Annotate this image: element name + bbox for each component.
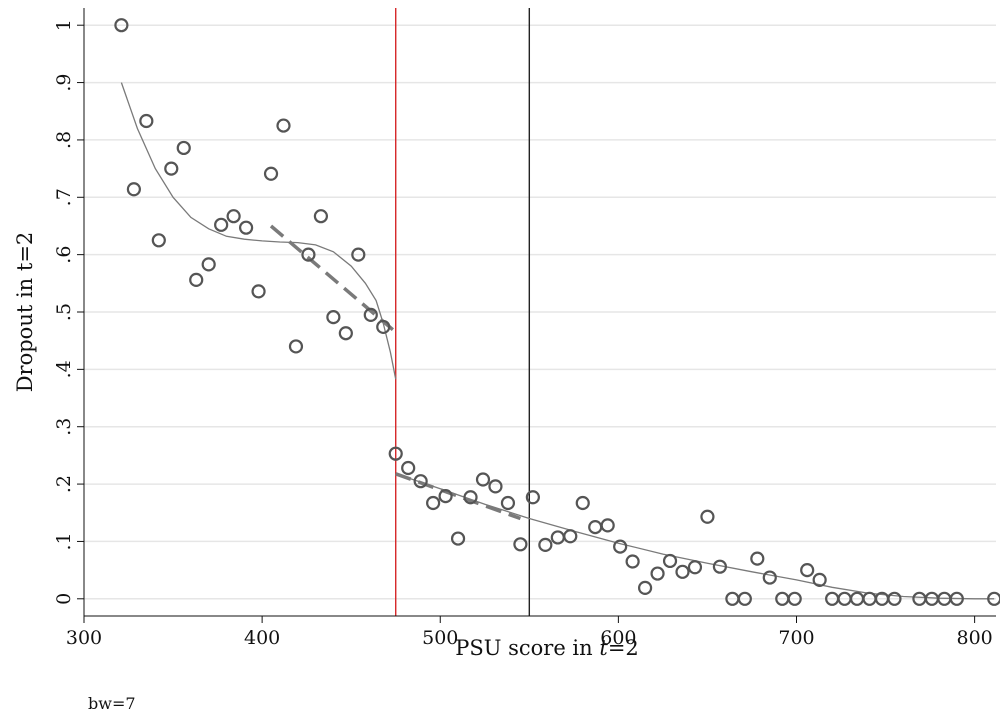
x-tick-label: 800 [956, 627, 992, 649]
scatter-point [987, 591, 1000, 606]
scatter-point [675, 564, 690, 579]
scatter-point [263, 166, 279, 181]
bandwidth-note: bw=7 [88, 694, 136, 713]
scatter-point [201, 257, 216, 272]
scatter-point [376, 319, 391, 335]
scatter-point [238, 220, 254, 235]
scatter-point [525, 490, 540, 505]
scatter-points [114, 18, 1000, 606]
linear-fit-line [395, 472, 521, 521]
axes: 0 .1 .2 .3 .4 .5 .6 .7 .8 .9 1 300 400 500 600 700 800 [53, 8, 996, 649]
x-tick-label: 300 [66, 627, 102, 649]
scatter-point [313, 209, 329, 224]
scatter-point [139, 113, 154, 129]
scatter-point [475, 472, 491, 487]
y-tick-label: .2 [53, 475, 75, 493]
y-tick-label: .3 [53, 418, 75, 436]
scatter-point [750, 551, 765, 566]
scatter-point [613, 539, 628, 554]
y-tick-label: .5 [53, 303, 75, 321]
scatter-point [463, 490, 478, 505]
fit-lines [120, 82, 995, 600]
scatter-point [625, 554, 640, 569]
scatter-point [588, 519, 603, 535]
x-tick-label: 700 [778, 627, 814, 649]
y-tick-label: .7 [53, 188, 75, 206]
scatter-point [600, 518, 615, 533]
y-tick-label: .6 [53, 246, 75, 264]
grid-lines [84, 24, 996, 600]
scatter-point [637, 580, 653, 595]
scatter-point [413, 474, 428, 489]
scatter-point [700, 509, 715, 524]
scatter-point [513, 537, 528, 552]
scatter-point [662, 553, 678, 569]
scatter-point [164, 161, 179, 176]
x-tick-label: 400 [244, 627, 280, 649]
scatter-point [151, 233, 166, 248]
y-tick-label: 0 [53, 593, 75, 605]
scatter-point [650, 566, 665, 581]
y-tick-label: .4 [53, 360, 75, 378]
y-tick-label: .8 [53, 131, 75, 149]
scatter-point [762, 570, 777, 585]
scatter-point [363, 307, 378, 322]
scatter-point [126, 182, 141, 197]
scatter-point [114, 18, 129, 33]
scatter-point [388, 446, 403, 461]
cutoff-lines [395, 8, 531, 616]
scatter-point [251, 284, 266, 299]
scatter-point [351, 247, 366, 262]
scatter-point [401, 460, 416, 476]
scatter-point [563, 529, 578, 544]
scatter-point [438, 489, 453, 504]
linear-fit-line [269, 224, 397, 334]
scatter-point [426, 495, 441, 511]
polynomial-fit-line [120, 82, 397, 380]
scatter-point [949, 591, 964, 606]
scatter-point [189, 272, 204, 287]
scatter-point [326, 310, 341, 325]
x-axis-title: PSU score in t=2 [455, 636, 639, 660]
scatter-point [176, 140, 191, 156]
scatter-point [800, 563, 815, 578]
scatter-point [712, 559, 728, 574]
scatter-point [450, 531, 466, 546]
scatter-point [737, 591, 752, 606]
scatter-point [575, 495, 590, 511]
scatter-point [812, 572, 827, 587]
scatter-point [301, 247, 316, 262]
y-tick-label: 1 [53, 19, 75, 31]
scatter-point [276, 118, 291, 133]
polynomial-fit-line [395, 473, 995, 600]
x-tick-label: 500 [422, 627, 458, 649]
y-axis-title: Dropout in t=2 [13, 232, 37, 393]
y-tick-label: .1 [53, 532, 75, 550]
scatter-point [338, 326, 353, 341]
x-tick-label: 600 [600, 627, 636, 649]
scatter-point [214, 217, 229, 232]
scatter-point [687, 560, 703, 575]
scatter-point [488, 479, 503, 494]
scatter-point [787, 591, 802, 606]
scatter-point [538, 537, 553, 552]
scatter-point [226, 209, 241, 224]
scatter-point [288, 339, 304, 354]
scatter-point [887, 591, 902, 606]
y-tick-label: .9 [53, 73, 75, 91]
scatter-point [500, 495, 516, 511]
